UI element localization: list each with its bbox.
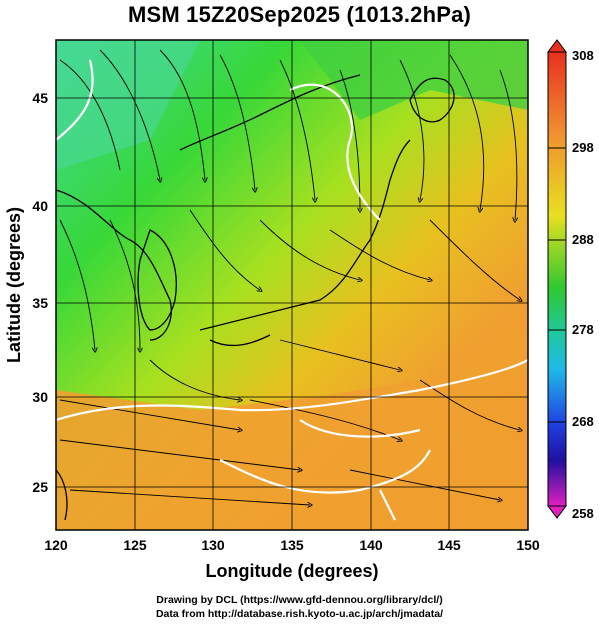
isotherm-contours bbox=[55, 59, 529, 521]
y-tick-35: 35 bbox=[32, 295, 48, 311]
coastlines bbox=[55, 74, 455, 521]
x-tick-130: 130 bbox=[201, 537, 225, 553]
colorbar-label-288: 288 bbox=[572, 232, 594, 247]
x-tick-145: 145 bbox=[437, 537, 461, 553]
map-title: MSM 15Z20Sep2025 (1013.2hPa) bbox=[127, 2, 472, 27]
y-tick-30: 30 bbox=[32, 389, 48, 405]
colorbar-label-278: 278 bbox=[572, 322, 594, 337]
x-tick-labels: 120 125 130 135 140 145 150 bbox=[44, 537, 540, 553]
x-tick-150: 150 bbox=[516, 537, 540, 553]
lat-lon-grid bbox=[56, 40, 528, 530]
y-tick-25: 25 bbox=[32, 479, 48, 495]
x-tick-125: 125 bbox=[123, 537, 147, 553]
colorbar: 308 298 288 278 268 258 bbox=[547, 39, 594, 521]
colorbar-label-268: 268 bbox=[572, 414, 594, 429]
y-axis-label: Latitude (degrees) bbox=[4, 207, 24, 363]
plot-frame bbox=[55, 39, 529, 531]
y-tick-40: 40 bbox=[32, 198, 48, 214]
y-tick-labels: 25 30 35 40 45 bbox=[32, 90, 48, 495]
x-tick-135: 135 bbox=[280, 537, 304, 553]
footer-credit-drawing: Drawing by DCL (https://www.gfd-dennou.o… bbox=[156, 594, 443, 606]
colorbar-label-298: 298 bbox=[572, 140, 594, 155]
x-tick-140: 140 bbox=[359, 537, 383, 553]
wind-streamlines bbox=[59, 49, 520, 505]
x-tick-120: 120 bbox=[44, 537, 68, 553]
x-axis-label: Longitude (degrees) bbox=[205, 561, 378, 581]
colorbar-label-308: 308 bbox=[572, 48, 594, 63]
colorbar-label-258: 258 bbox=[572, 506, 594, 521]
footer-credit-data: Data from http://database.rish.kyoto-u.a… bbox=[155, 608, 444, 620]
y-tick-45: 45 bbox=[32, 90, 48, 106]
